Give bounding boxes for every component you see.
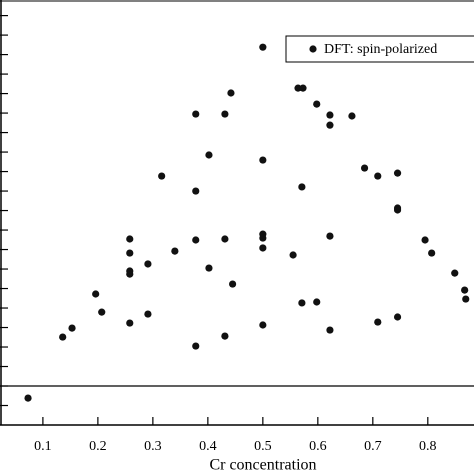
x-tick-label: 0.1 <box>34 439 52 454</box>
x-axis-label: Cr concentration <box>209 457 316 474</box>
data-point <box>259 234 267 242</box>
data-point <box>298 299 306 307</box>
legend-marker <box>309 45 317 53</box>
data-point <box>451 269 459 277</box>
data-point <box>221 110 229 118</box>
data-point <box>428 249 436 257</box>
data-point <box>158 172 166 180</box>
data-point <box>221 332 229 340</box>
data-point <box>98 308 106 316</box>
data-point <box>299 84 307 92</box>
data-point <box>348 112 356 120</box>
data-point <box>326 121 334 129</box>
data-point <box>326 111 334 119</box>
data-point <box>24 394 32 402</box>
data-point <box>393 169 402 177</box>
data-point <box>205 151 213 159</box>
data-point <box>326 326 334 334</box>
data-point <box>171 247 179 255</box>
data-point <box>126 270 134 278</box>
data-point <box>393 313 402 321</box>
data-point <box>462 295 470 303</box>
data-point <box>294 84 302 92</box>
data-point <box>421 236 429 244</box>
data-point <box>227 89 235 97</box>
legend-label: DFT: spin-polarized <box>324 42 437 57</box>
data-point <box>126 249 134 257</box>
data-point <box>313 100 321 108</box>
data-point <box>298 183 306 191</box>
data-point <box>126 319 134 327</box>
data-point <box>144 260 152 268</box>
data-point <box>192 110 200 118</box>
data-point <box>59 333 67 341</box>
data-point <box>192 187 200 195</box>
data-point <box>259 244 267 252</box>
data-point <box>259 156 267 164</box>
data-point <box>205 264 213 272</box>
x-tick-label: 0.5 <box>254 439 272 454</box>
data-point <box>68 324 76 332</box>
data-point <box>461 286 469 294</box>
data-point <box>92 290 100 298</box>
x-tick-label: 0.3 <box>144 439 162 454</box>
data-point <box>326 232 334 240</box>
data-point <box>374 172 382 180</box>
data-point <box>393 206 402 214</box>
data-point <box>126 235 134 243</box>
data-point <box>360 164 369 172</box>
data-point <box>259 321 267 329</box>
x-tick-label: 0.2 <box>89 439 107 454</box>
data-point <box>259 43 267 51</box>
data-point <box>374 318 382 326</box>
x-tick-label: 0.8 <box>419 439 437 454</box>
data-point <box>192 236 200 244</box>
x-tick-label: 0.7 <box>364 439 382 454</box>
legend-box <box>285 35 474 63</box>
data-point <box>229 280 237 288</box>
data-point <box>221 235 229 243</box>
data-point <box>144 310 152 318</box>
x-tick-label: 0.6 <box>309 439 327 454</box>
x-tick-label: 0.4 <box>199 439 217 454</box>
data-point <box>313 298 321 306</box>
data-point <box>192 342 200 350</box>
data-point <box>289 251 297 259</box>
